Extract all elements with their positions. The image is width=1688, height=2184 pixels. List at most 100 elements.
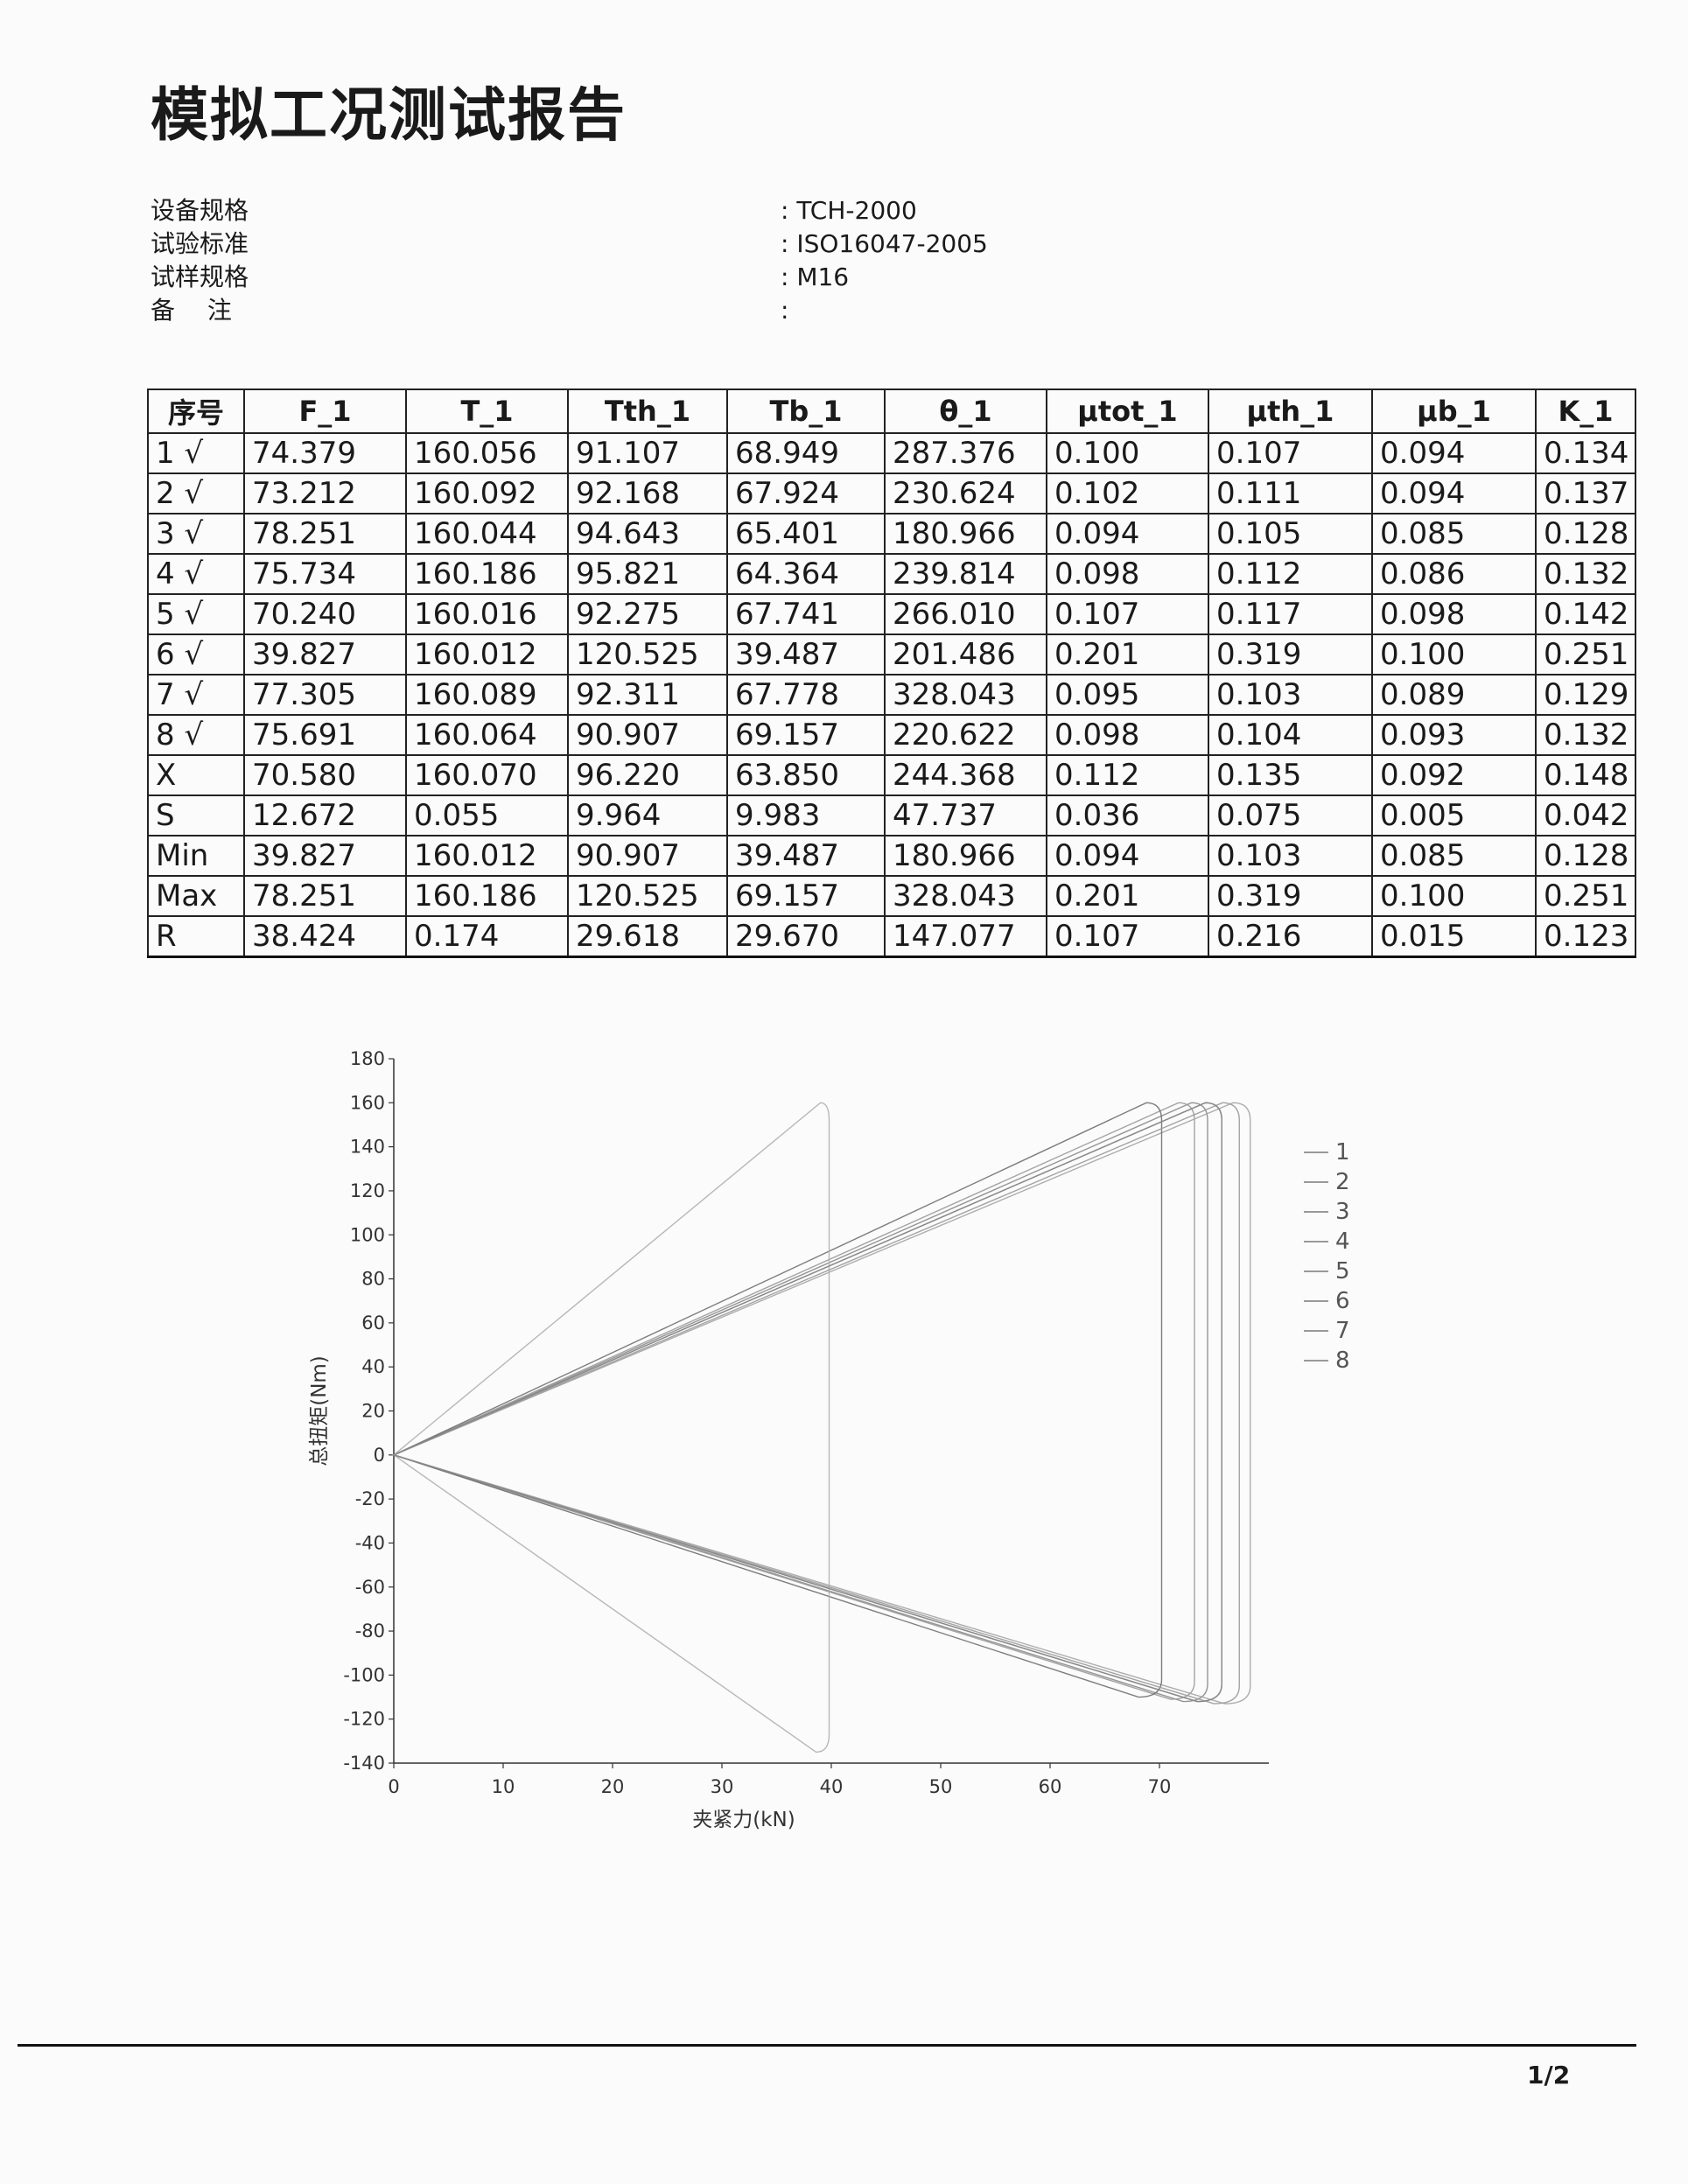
table-cell: 0.111 [1208, 472, 1373, 514]
table-cell: 39.487 [726, 634, 886, 676]
table-cell: 0.216 [1208, 915, 1373, 958]
table-cell: 0.089 [1371, 674, 1537, 716]
legend-item: 4 [1304, 1227, 1350, 1256]
table-cell: 92.311 [567, 674, 728, 716]
table-cell: 0.132 [1535, 553, 1636, 595]
table-cell: 0.100 [1046, 432, 1209, 474]
series-line-8 [391, 1102, 1222, 1703]
table-cell: 90.907 [567, 714, 728, 756]
table-cell: 160.186 [405, 553, 569, 595]
table-cell: 0.201 [1046, 634, 1209, 676]
table-cell: S [147, 794, 245, 836]
table-cell: 75.691 [243, 714, 407, 756]
column-header: θ_1 [884, 388, 1047, 434]
table-row: Max 78.251 160.186 120.525 69.157 328.043 0.20… [147, 875, 1636, 917]
table-cell: 160.056 [405, 432, 569, 474]
series-line-5 [392, 1102, 1163, 1698]
x-tick-label: 30 [711, 1776, 734, 1797]
table-cell: 0.134 [1535, 432, 1636, 474]
table-cell: 160.012 [405, 835, 569, 877]
y-tick-label: 140 [350, 1137, 385, 1158]
table-cell: 64.364 [726, 553, 886, 595]
x-tick-label: 20 [601, 1776, 625, 1797]
table-cell: 0.112 [1046, 754, 1209, 796]
chart-legend: 1 2 3 4 5 6 7 8 [1304, 1138, 1350, 1376]
series-line-2 [392, 1102, 1195, 1700]
table-cell: 180.966 [884, 513, 1047, 555]
table-cell: 0.095 [1046, 674, 1209, 716]
x-tick-label: 70 [1148, 1776, 1172, 1797]
table-cell: 0.042 [1535, 794, 1636, 836]
legend-label: 2 [1335, 1169, 1350, 1195]
table-cell: 5 √ [147, 593, 245, 635]
table-cell: 220.622 [884, 714, 1047, 756]
table-cell: 328.043 [884, 674, 1047, 716]
legend-swatch [1304, 1330, 1328, 1332]
torque-clamp-chart: 180160140120100806040200-20-40-60-80-100… [308, 1048, 1269, 1831]
table-cell: 0.094 [1046, 513, 1209, 555]
info-label: 备 注 [151, 296, 232, 325]
y-tick-label: 180 [350, 1048, 385, 1069]
table-cell: 8 √ [147, 714, 245, 756]
table-row: S 12.672 0.055 9.964 9.983 47.737 0.036 0.075 0.… [147, 794, 1636, 836]
y-tick-label: -140 [343, 1753, 385, 1774]
table-cell: 120.525 [567, 875, 728, 917]
table-row: 7 √ 77.305 160.089 92.311 67.778 328.043 0.095… [147, 674, 1636, 716]
table-cell: 12.672 [243, 794, 407, 836]
table-cell: 0.086 [1371, 553, 1537, 595]
table-cell: 74.379 [243, 432, 407, 474]
column-header: Tth_1 [567, 388, 728, 434]
table-cell: 201.486 [884, 634, 1047, 676]
table-cell: 39.487 [726, 835, 886, 877]
info-value: : M16 [781, 262, 850, 291]
y-tick-label: 40 [361, 1356, 385, 1377]
column-header: μtot_1 [1046, 388, 1209, 434]
table-cell: 75.734 [243, 553, 407, 595]
table-cell: 0.092 [1371, 754, 1537, 796]
y-tick-label: 0 [374, 1445, 385, 1466]
legend-label: 5 [1335, 1258, 1350, 1284]
table-cell: 92.168 [567, 472, 728, 514]
info-row: 试验标准: ISO16047-2005 [151, 228, 988, 261]
table-cell: 0.107 [1046, 915, 1209, 958]
table-cell: 96.220 [567, 754, 728, 796]
table-cell: 160.186 [405, 875, 569, 917]
table-cell: 0.142 [1535, 593, 1636, 635]
y-tick-label: 160 [350, 1092, 385, 1113]
table-cell: 73.212 [243, 472, 407, 514]
table-cell: 0.102 [1046, 472, 1209, 514]
legend-swatch [1304, 1152, 1328, 1153]
info-row: 试样规格 : M16 [151, 261, 988, 294]
y-tick-label: -80 [355, 1620, 385, 1642]
y-tick-label: -100 [343, 1664, 385, 1685]
legend-item: 8 [1304, 1346, 1350, 1376]
legend-swatch [1304, 1360, 1328, 1362]
series-line-6 [392, 1102, 830, 1754]
legend-label: 6 [1335, 1288, 1350, 1314]
table-cell: 266.010 [884, 593, 1047, 635]
info-label: 试验标准 [151, 229, 249, 258]
x-tick-label: 10 [492, 1776, 515, 1797]
legend-swatch [1304, 1300, 1328, 1302]
table-cell: 38.424 [243, 915, 407, 958]
info-row: 备 注: [151, 294, 988, 327]
table-cell: 0.251 [1535, 634, 1636, 676]
info-value: : TCH-2000 [781, 196, 917, 225]
column-header: Tb_1 [726, 388, 886, 434]
table-row: 4 √ 75.734 160.186 95.821 64.364 239.814 0.098… [147, 553, 1636, 595]
y-tick-label: 80 [361, 1269, 385, 1290]
table-cell: 91.107 [567, 432, 728, 474]
info-label: 试样规格 [151, 262, 249, 291]
table-row: R 38.424 0.174 29.618 29.670 147.077 0.107 0.21… [147, 915, 1636, 958]
table-cell: 67.778 [726, 674, 886, 716]
table-cell: 0.107 [1046, 593, 1209, 635]
info-value: : [781, 296, 789, 325]
table-cell: R [147, 915, 245, 958]
column-header: 序号 [147, 388, 245, 434]
table-cell: 0.094 [1371, 472, 1537, 514]
table-cell: 0.135 [1208, 754, 1373, 796]
table-cell: 4 √ [147, 553, 245, 595]
table-cell: 7 √ [147, 674, 245, 716]
table-cell: 0.137 [1535, 472, 1636, 514]
table-cell: 39.827 [243, 634, 407, 676]
